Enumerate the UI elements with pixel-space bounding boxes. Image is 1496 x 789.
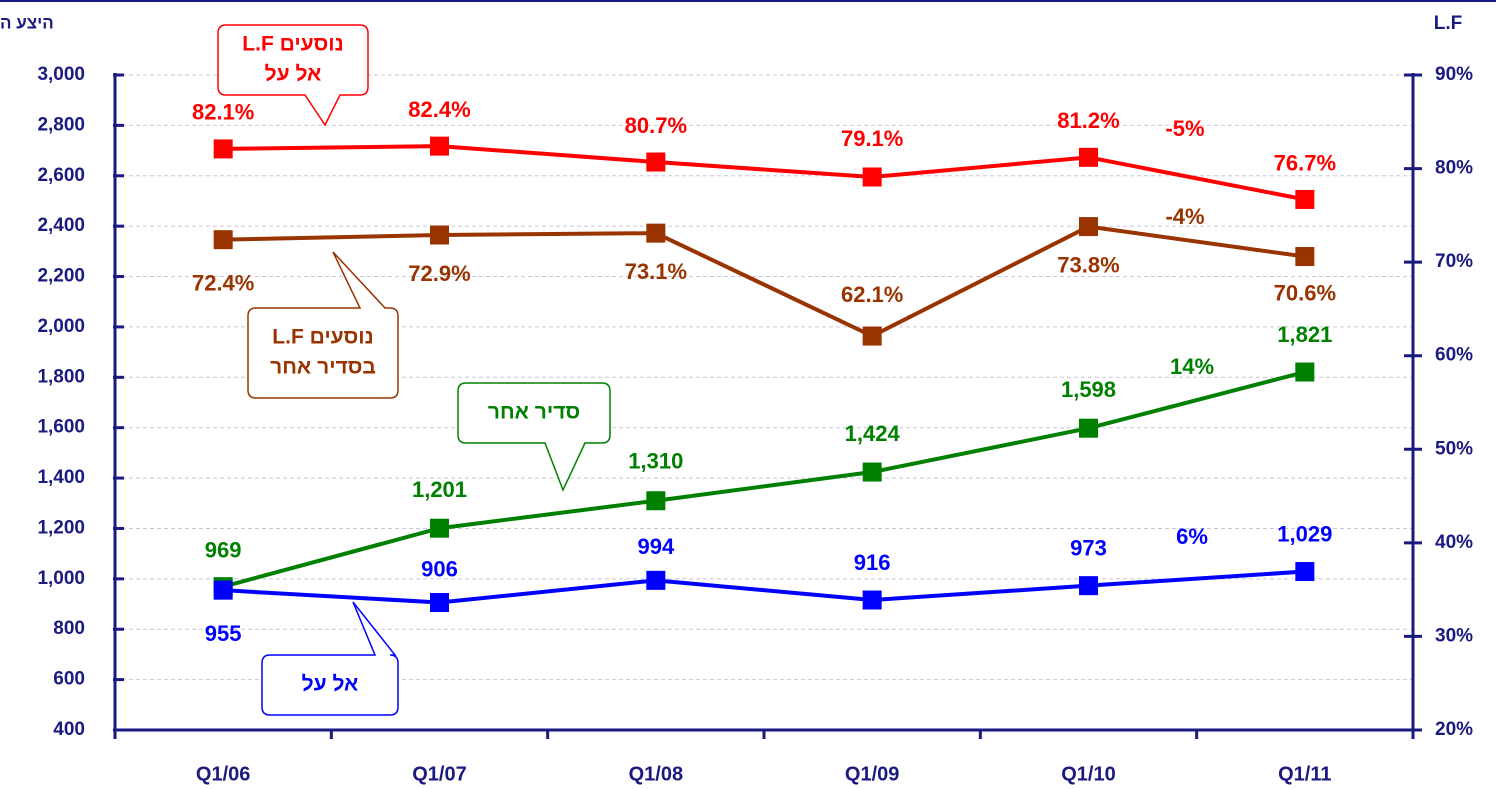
y-tick-label: 2,600 [37, 165, 85, 186]
y-axis-title: היצע ה [0, 13, 54, 32]
y-tick-label: 1,800 [37, 366, 85, 387]
data-label: 62.1% [841, 282, 903, 307]
y2-tick-label: 90% [1435, 64, 1473, 85]
x-tick-label: Q1/08 [629, 763, 683, 785]
y-tick-label: 400 [53, 719, 85, 740]
callout-text: בסדיר אחר [270, 356, 376, 379]
y-tick-label: 600 [53, 669, 85, 690]
marker [213, 230, 233, 250]
marker [1079, 576, 1098, 596]
marker [862, 326, 882, 346]
marker [646, 223, 666, 243]
callout-text: אל על [265, 63, 322, 86]
x-tick-label: Q1/11 [1278, 763, 1331, 785]
y2-tick-label: 30% [1435, 625, 1473, 646]
data-label: 1,201 [412, 477, 467, 502]
y-tick-label: 2,000 [37, 316, 85, 337]
marker [213, 580, 233, 600]
marker [1295, 189, 1315, 209]
data-label: 916 [854, 550, 891, 575]
data-label: 906 [421, 556, 458, 581]
y-tick-label: 3,000 [37, 64, 85, 85]
marker [1079, 147, 1098, 167]
marker [1079, 418, 1098, 438]
data-label: 973 [1070, 535, 1107, 560]
x-tick-label: Q1/07 [412, 763, 466, 785]
data-label: 955 [205, 621, 242, 646]
data-label: 72.9% [408, 261, 470, 286]
annotation: -5% [1165, 116, 1204, 141]
data-label: 82.4% [408, 97, 470, 122]
data-label: 72.4% [192, 270, 254, 295]
callout-text: סדיר אחר [488, 401, 580, 424]
data-label: 81.2% [1057, 108, 1119, 133]
data-label: 994 [637, 534, 674, 559]
series-line [223, 144, 1306, 202]
marker [430, 593, 449, 613]
data-label: 82.1% [192, 100, 254, 125]
data-label: 1,821 [1277, 322, 1332, 347]
y-tick-label: 1,600 [37, 417, 85, 438]
marker [646, 152, 666, 172]
y-tick-label: 2,400 [37, 215, 85, 236]
data-label: 79.1% [841, 126, 903, 151]
annotation: -4% [1165, 204, 1204, 229]
callout-box [217, 24, 369, 127]
data-label: 80.7% [625, 113, 687, 138]
data-label: 70.6% [1274, 280, 1336, 305]
y2-axis-title: L.F [1434, 13, 1463, 34]
marker [1295, 562, 1315, 582]
marker [1295, 247, 1315, 267]
callout-box [261, 601, 399, 716]
callout-box [457, 382, 611, 492]
x-tick-label: Q1/09 [845, 763, 899, 785]
marker [430, 518, 449, 538]
y-tick-label: 1,400 [37, 467, 85, 488]
annotation: 14% [1170, 354, 1214, 379]
data-label: 1,424 [845, 421, 901, 446]
y-tick-label: 2,200 [37, 266, 85, 287]
callout-box [247, 251, 399, 399]
y2-tick-label: 50% [1435, 438, 1473, 459]
marker [862, 590, 882, 610]
y2-tick-label: 20% [1435, 719, 1473, 740]
marker [862, 167, 882, 187]
y-tick-label: 2,800 [37, 114, 85, 135]
y-tick-label: 800 [53, 618, 85, 639]
data-label: 73.8% [1057, 252, 1119, 277]
data-label: 73.1% [625, 259, 687, 284]
marker [646, 570, 666, 590]
annotation: 6% [1176, 524, 1208, 549]
series-line [222, 370, 1306, 589]
callout-text: L.F נוסעים [242, 33, 343, 56]
callout-text: אל על [302, 673, 359, 696]
y-tick-label: 1,200 [37, 517, 85, 538]
callout-text: L.F נוסעים [272, 326, 373, 349]
marker [1079, 217, 1098, 237]
x-tick-label: Q1/06 [196, 763, 250, 785]
data-label: 1,029 [1277, 521, 1332, 546]
y2-tick-label: 40% [1435, 532, 1473, 553]
y-tick-label: 1,000 [37, 568, 85, 589]
marker [646, 491, 666, 511]
data-label: 969 [205, 537, 242, 562]
y2-tick-label: 70% [1435, 251, 1473, 272]
series-line [223, 569, 1305, 605]
marker [430, 225, 449, 245]
y2-tick-label: 80% [1435, 158, 1473, 179]
series-line [223, 224, 1306, 339]
data-label: 76.7% [1274, 150, 1336, 175]
data-label: 1,598 [1061, 377, 1116, 402]
y2-tick-label: 60% [1435, 345, 1473, 366]
x-tick-label: Q1/10 [1061, 763, 1115, 785]
marker [430, 136, 449, 156]
marker [1295, 362, 1315, 382]
data-label: 1,310 [628, 449, 683, 474]
marker [213, 139, 233, 159]
marker [862, 462, 882, 482]
